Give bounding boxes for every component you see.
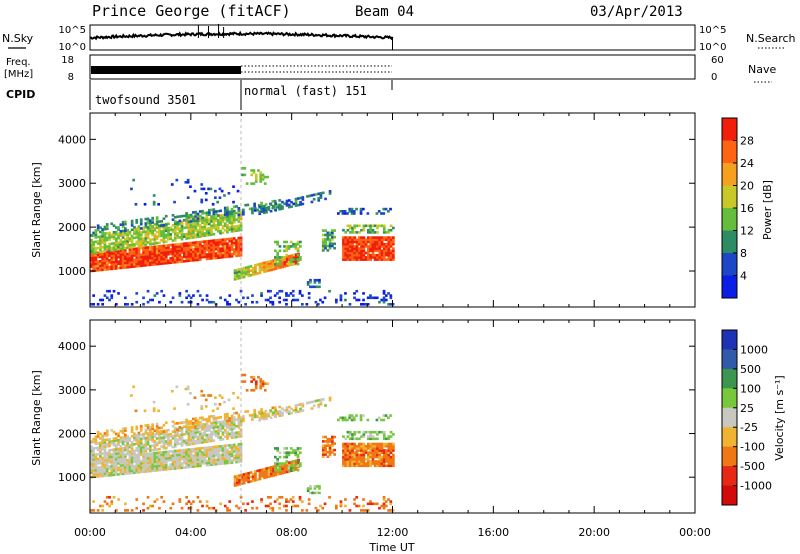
y-tick-label: 4000 bbox=[58, 133, 86, 146]
velocity-colorbar-label: Velocity [m s⁻¹] bbox=[773, 375, 786, 460]
cpid-label: CPID bbox=[6, 88, 35, 101]
power-colorbar-label: Power [dB] bbox=[761, 180, 774, 240]
x-tick-label: 00:00 bbox=[679, 526, 711, 539]
power-colorbar-tick: 4 bbox=[740, 270, 747, 283]
nsky-label: N.Sky bbox=[2, 32, 34, 45]
velocity-colorbar-tick: 500 bbox=[740, 363, 761, 376]
power-data bbox=[90, 167, 395, 306]
power-colorbar-tick: 16 bbox=[740, 202, 754, 215]
date-label: 03/Apr/2013 bbox=[590, 4, 683, 20]
velocity-colorbar-tick: 100 bbox=[740, 382, 761, 395]
y-tick-label: 4000 bbox=[58, 340, 86, 353]
freq-strip: Freq. [MHz] 18 8 60 0 Nave bbox=[4, 54, 776, 83]
velocity-colorbar-tick: 1000 bbox=[740, 343, 768, 356]
power-colorbar: 4 8 12 16 20 24 28 bbox=[721, 117, 754, 299]
velocity-colorbar-tick: 25 bbox=[740, 402, 754, 415]
power-panel: 1000 2000 3000 4000 Slant Range [km] 4 8 12 16… bbox=[30, 112, 774, 308]
x-tick-label: 16:00 bbox=[477, 526, 509, 539]
x-tick-label: 12:00 bbox=[377, 526, 409, 539]
nsky-tick-bottom: 10^0 bbox=[59, 42, 86, 53]
y-tick-label: 2000 bbox=[58, 221, 86, 234]
velocity-colorbar-tick: -100 bbox=[740, 441, 765, 454]
x-tick-label: 20:00 bbox=[578, 526, 610, 539]
nsearch-label: N.Search bbox=[746, 32, 796, 45]
nave-tick-bottom: 0 bbox=[711, 72, 717, 83]
nsearch-tick-top: 10^5 bbox=[699, 25, 726, 36]
y-tick-label: 1000 bbox=[58, 471, 86, 484]
power-colorbar-tick: 12 bbox=[740, 225, 754, 238]
x-tick-label: 04:00 bbox=[175, 526, 207, 539]
velocity-colorbar-tick: -1000 bbox=[740, 480, 772, 493]
x-axis-label: Time UT bbox=[368, 541, 414, 554]
beam-label: Beam 04 bbox=[355, 4, 414, 20]
y-tick-label: 3000 bbox=[58, 384, 86, 397]
freq-band bbox=[91, 66, 241, 74]
nsky-tick-top: 10^5 bbox=[59, 25, 86, 36]
nsky-trace bbox=[89, 30, 394, 41]
power-ylabel: Slant Range [km] bbox=[30, 162, 43, 258]
power-colorbar-tick: 8 bbox=[740, 247, 747, 260]
nave-tick-top: 60 bbox=[711, 55, 724, 66]
cpid-segment-2: normal (fast) 151 bbox=[244, 84, 367, 98]
time-axis: 00:00 04:00 08:00 12:00 16:00 20:00 00:00 bbox=[74, 526, 711, 539]
freq-label: Freq. bbox=[6, 57, 31, 68]
freq-tick-top: 18 bbox=[61, 55, 74, 66]
velocity-colorbar-tick: -500 bbox=[740, 460, 765, 473]
cpid-segment-1: twofsound 3501 bbox=[95, 93, 196, 107]
y-tick-label: 2000 bbox=[58, 428, 86, 441]
x-tick-label: 08:00 bbox=[276, 526, 308, 539]
velocity-colorbar: 1000 500 100 25 -25 -100 -500 -1000 bbox=[721, 329, 772, 506]
nsky-strip: N.Sky 10^5 10^0 10^5 10^0 N.Search bbox=[2, 24, 796, 53]
cpid-strip: CPID twofsound 3501 normal (fast) 151 bbox=[6, 80, 393, 110]
power-colorbar-tick: 20 bbox=[740, 180, 754, 193]
y-tick-label: 3000 bbox=[58, 177, 86, 190]
velocity-ylabel: Slant Range [km] bbox=[30, 370, 43, 466]
station-title: Prince George (fitACF) bbox=[92, 2, 291, 20]
y-tick-label: 1000 bbox=[58, 265, 86, 278]
velocity-data bbox=[90, 373, 395, 512]
freq-tick-bottom: 8 bbox=[68, 72, 74, 83]
power-colorbar-tick: 24 bbox=[740, 157, 754, 170]
velocity-panel: 1000 2000 3000 4000 Slant Range [km] 1000 50… bbox=[30, 319, 786, 514]
nave-label: Nave bbox=[748, 63, 776, 76]
freq-unit: [MHz] bbox=[4, 69, 33, 80]
x-tick-label: 00:00 bbox=[74, 526, 106, 539]
velocity-colorbar-tick: -25 bbox=[740, 421, 758, 434]
nsearch-tick-bottom: 10^0 bbox=[699, 42, 726, 53]
power-colorbar-tick: 28 bbox=[740, 135, 754, 148]
